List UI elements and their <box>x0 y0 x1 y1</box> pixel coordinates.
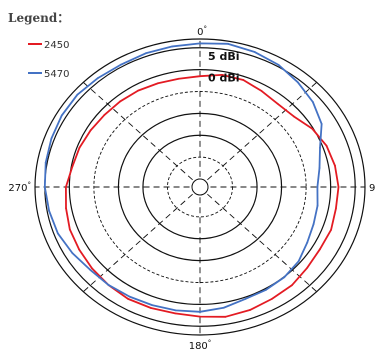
legend: Legend： 2450 5470 <box>8 11 69 80</box>
ring-label-0-dbi: 0 dBi <box>208 72 240 85</box>
data-point-2450 <box>91 267 93 270</box>
data-point-5470 <box>89 268 92 271</box>
data-point-5470 <box>296 81 299 84</box>
ring-label-5-dbi: 5 dBi <box>208 50 240 63</box>
data-point-5470 <box>265 288 267 291</box>
data-point-5470 <box>320 123 323 125</box>
data-point-5470 <box>107 284 110 286</box>
data-point-2450 <box>260 90 263 92</box>
data-point-2450 <box>221 73 223 76</box>
legend-label-2450: 2450 <box>44 40 69 51</box>
degree-mark: ° <box>203 25 207 33</box>
data-point-5470 <box>171 45 174 48</box>
grid-spoke <box>207 193 317 292</box>
data-point-5470 <box>277 63 280 66</box>
data-point-2450 <box>248 309 251 311</box>
data-point-5470 <box>97 77 99 79</box>
angle-label-0: 0° <box>197 25 207 38</box>
data-point-5470 <box>244 298 247 300</box>
data-point-2450 <box>334 164 336 167</box>
data-point-2450 <box>325 144 328 147</box>
data-point-2450 <box>103 114 106 116</box>
polar-grid <box>34 38 366 336</box>
degree-mark: ° <box>28 181 32 189</box>
data-point-5470 <box>76 93 79 96</box>
data-point-2450 <box>119 100 122 103</box>
angle-label-90: 90 <box>369 183 375 194</box>
data-point-2450 <box>89 129 92 132</box>
data-point-2450 <box>311 127 314 130</box>
data-point-2450 <box>174 312 177 315</box>
data-point-5470 <box>174 309 177 312</box>
data-point-2450 <box>290 284 293 287</box>
data-point-5470 <box>227 42 230 45</box>
data-point-5470 <box>318 167 321 169</box>
series-line-2450 <box>65 73 340 318</box>
data-point-2450 <box>306 266 309 269</box>
data-point-2450 <box>150 307 152 309</box>
data-point-5470 <box>319 146 321 149</box>
data-point-5470 <box>222 306 225 309</box>
data-point-2450 <box>292 115 295 118</box>
data-point-2450 <box>337 186 340 188</box>
data-point-2450 <box>330 228 332 231</box>
data-point-2450 <box>319 248 321 251</box>
data-point-5470 <box>56 232 59 235</box>
data-point-5470 <box>312 223 315 226</box>
degree-mark: ° <box>208 339 212 347</box>
data-point-2450 <box>242 79 245 81</box>
angle-label-180: 180° <box>189 339 212 349</box>
data-point-2450 <box>78 248 81 251</box>
data-point-2450 <box>224 315 227 318</box>
data-point-2450 <box>276 102 279 105</box>
grid-spoke <box>83 193 193 292</box>
data-point-5470 <box>253 51 256 53</box>
grid-spoke <box>83 82 193 181</box>
data-point-2450 <box>177 77 180 80</box>
data-point-5470 <box>60 114 63 117</box>
data-point-5470 <box>151 304 154 307</box>
data-point-5470 <box>306 241 309 244</box>
data-point-5470 <box>144 52 147 55</box>
data-point-2450 <box>71 165 74 168</box>
grid-spoke <box>207 82 317 181</box>
grid-center <box>191 178 209 196</box>
data-point-2450 <box>65 186 67 188</box>
data-point-5470 <box>316 186 319 188</box>
data-point-2450 <box>199 315 201 318</box>
data-point-2450 <box>78 146 81 149</box>
data-point-2450 <box>271 297 273 300</box>
label-layer: 0° 90 180° 270° 5 dBi 0 dBi <box>8 25 375 349</box>
data-point-2450 <box>199 75 201 78</box>
series-line-5470 <box>43 42 323 313</box>
data-point-5470 <box>50 137 53 140</box>
data-point-2450 <box>335 207 337 210</box>
data-point-5470 <box>311 101 314 103</box>
data-point-2450 <box>127 297 129 300</box>
data-point-5470 <box>43 186 46 188</box>
data-point-2450 <box>65 207 67 210</box>
data-point-5470 <box>48 209 50 212</box>
series-layer <box>43 42 340 318</box>
data-point-2450 <box>157 82 159 85</box>
data-point-5470 <box>71 252 74 255</box>
data-point-5470 <box>128 295 131 298</box>
data-point-5470 <box>283 276 286 279</box>
data-point-5470 <box>44 161 47 164</box>
data-point-5470 <box>297 260 300 263</box>
data-point-5470 <box>120 63 123 66</box>
legend-title: Legend： <box>8 11 69 25</box>
data-point-2450 <box>137 89 140 92</box>
data-point-2450 <box>68 228 71 231</box>
data-point-5470 <box>199 42 201 45</box>
data-point-5470 <box>199 310 201 313</box>
data-point-5470 <box>316 204 319 207</box>
angle-label-270: 270° <box>8 181 31 194</box>
legend-label-5470: 5470 <box>44 69 69 80</box>
